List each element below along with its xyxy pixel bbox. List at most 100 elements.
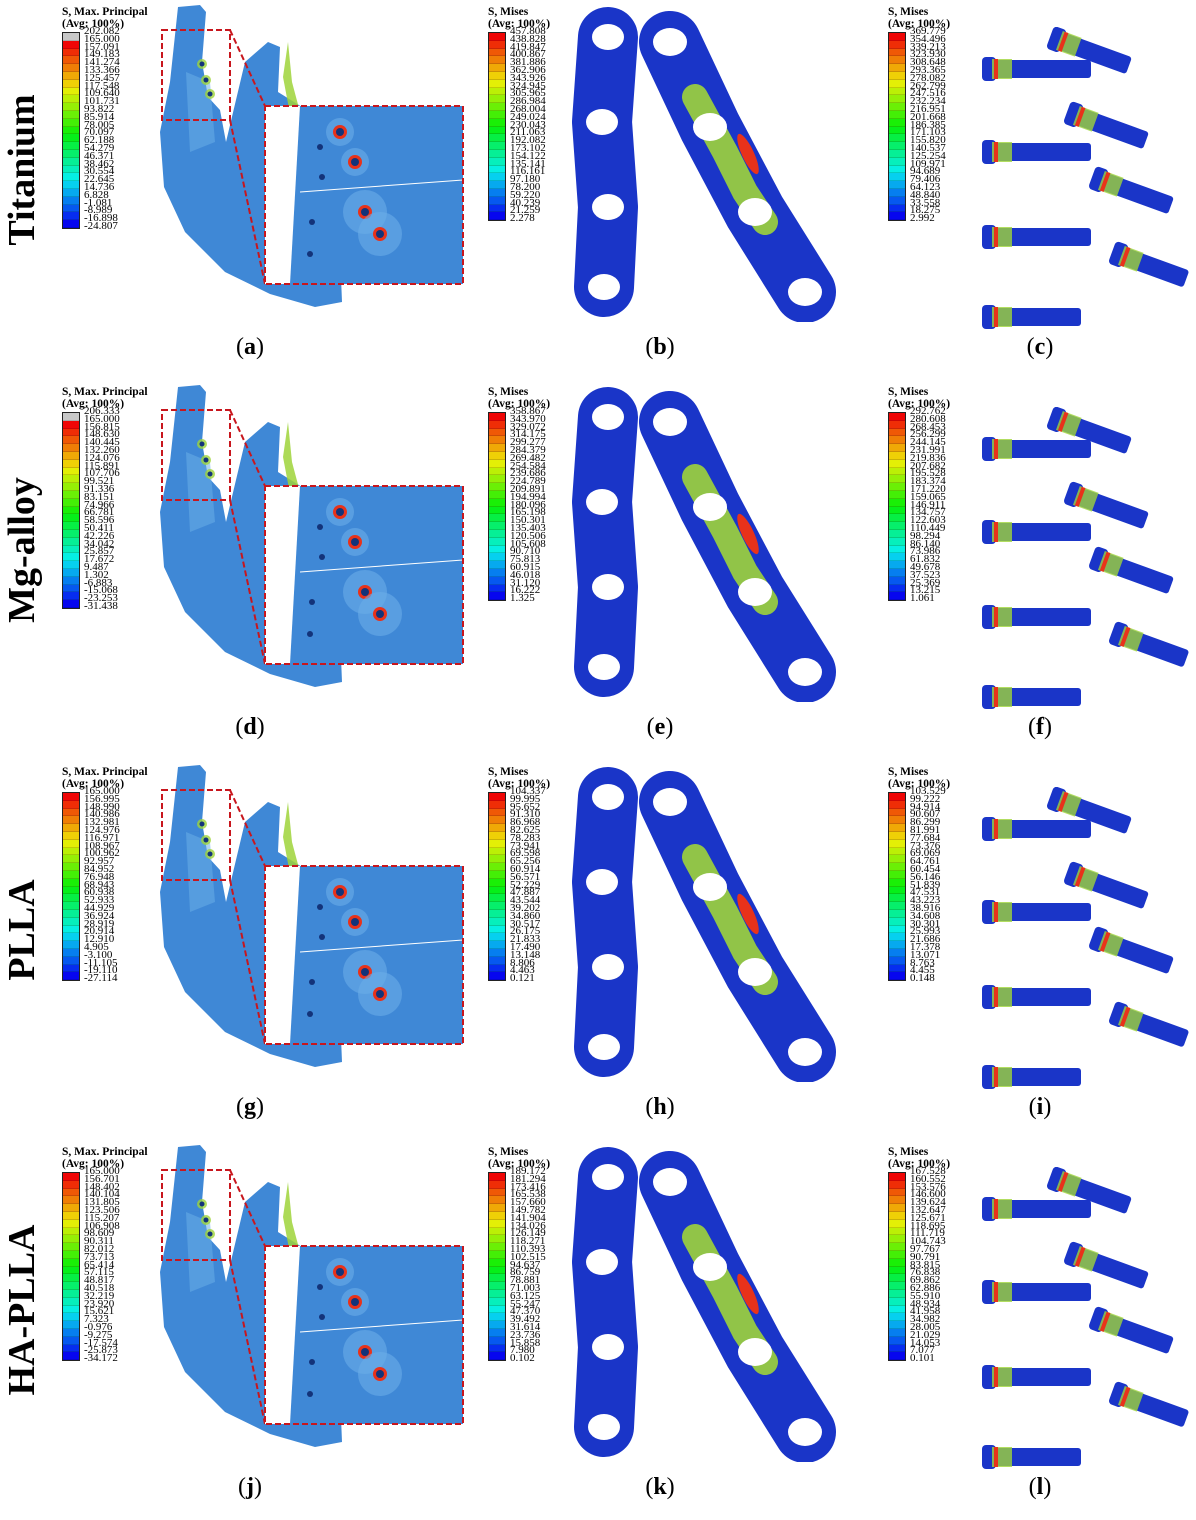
legend-color-step — [889, 878, 905, 887]
legend-color-step — [489, 592, 505, 601]
zoom-leader-line — [229, 789, 266, 867]
small-hole — [309, 599, 315, 605]
figure-row-titanium: Titanium S, Max. Principal (Avg: 100%) 202.… — [0, 0, 1196, 380]
legend-color-step — [63, 561, 79, 569]
legend-value: 65.256 — [510, 855, 541, 868]
screw-neck-peak — [1099, 551, 1111, 572]
legend-value: 31.120 — [510, 576, 541, 589]
legend-color-step — [489, 972, 505, 981]
legend-value: 68.943 — [84, 878, 115, 891]
legend-value: -9.275 — [84, 1328, 113, 1341]
small-hole — [319, 554, 325, 560]
legend-value: 131.805 — [84, 1196, 120, 1209]
legend-subtitle: (Avg: 100%) — [488, 18, 551, 30]
plate-hole — [653, 1168, 687, 1196]
legend-value: 148.990 — [84, 800, 120, 813]
screw — [1064, 101, 1149, 149]
legend-value: 14.736 — [84, 180, 115, 193]
legend-value: 62.188 — [84, 134, 115, 147]
legend-color-step — [889, 459, 905, 468]
screw-neck-peak — [994, 1199, 998, 1219]
screw-hole — [376, 990, 384, 998]
legend-color-step — [489, 870, 505, 879]
legend-value: 64.761 — [910, 855, 941, 868]
small-hole — [307, 631, 313, 637]
legend-color-step — [889, 824, 905, 832]
caption-paren: ) — [1043, 1094, 1052, 1120]
legend-value: 181.294 — [510, 1172, 546, 1185]
zoom-inset-border — [264, 865, 464, 1045]
legend-color-step — [489, 165, 505, 174]
caption-paren: ( — [645, 1094, 654, 1120]
color-legend: S, Mises (Avg: 100%) 104.337 99.995 95.652 91… — [488, 766, 550, 983]
legend-value: 49.678 — [910, 560, 941, 573]
legend-value: 37.523 — [910, 568, 941, 581]
legend-color-step — [63, 1235, 79, 1244]
legend-value: 58.596 — [84, 514, 115, 527]
legend-value: 21.833 — [510, 933, 541, 946]
color-legend: S, Mises (Avg: 100%) 103.529 99.222 94.914 90… — [888, 766, 950, 983]
legend-color-step — [889, 972, 905, 981]
legend-value: 65.414 — [84, 1258, 115, 1271]
legend-color-step — [889, 1266, 905, 1275]
plate-hole — [592, 954, 624, 980]
legend-color-step — [889, 902, 905, 910]
legend-color-step — [63, 529, 79, 538]
legend-color-step — [63, 40, 79, 49]
legend-value: 106.908 — [84, 1219, 120, 1232]
legend-color-step — [63, 498, 79, 507]
legend-color-step — [489, 1250, 505, 1259]
legend-color-step — [489, 1173, 505, 1181]
legend-color-step — [889, 451, 905, 460]
legend-value: 32.219 — [84, 1289, 115, 1302]
legend-color-step — [63, 537, 79, 546]
legend-color-step — [489, 1297, 505, 1306]
legend-color-step — [489, 110, 505, 119]
screw — [982, 817, 1091, 841]
legend-value: 329.072 — [510, 420, 546, 433]
legend-value: 293.365 — [910, 63, 946, 76]
legend-value: 52.933 — [84, 894, 115, 907]
legend-color-step — [489, 103, 505, 111]
legend-value: 124.976 — [84, 823, 120, 836]
legend-value: 110.449 — [910, 521, 946, 534]
legend-color-step — [889, 436, 905, 445]
screw — [1064, 861, 1149, 909]
legend-color-step — [489, 451, 505, 460]
legend-color-step — [63, 64, 79, 72]
legend-color-step — [63, 157, 79, 166]
legend-value: 134.026 — [510, 1219, 546, 1232]
screw-neck-peak — [994, 1367, 998, 1387]
legend-color-step — [889, 1282, 905, 1290]
legend-value: 0.148 — [910, 972, 935, 985]
legend-color-step — [63, 196, 79, 205]
legend-value: 122.603 — [910, 514, 946, 527]
legend-color-step — [889, 1250, 905, 1259]
screw-neck-peak — [994, 522, 998, 542]
screw — [1047, 787, 1132, 834]
screw-neck-peak — [1057, 791, 1069, 812]
plate-hole — [588, 654, 620, 680]
legend-color-step — [63, 956, 79, 965]
legend-color-step — [63, 576, 79, 585]
legend-color-step — [63, 870, 79, 879]
fracture-line — [299, 559, 464, 573]
legend-value: 34.982 — [910, 1313, 941, 1326]
screw — [1089, 1306, 1174, 1354]
legend-color-step — [489, 894, 505, 903]
legend-color-step — [489, 1243, 505, 1251]
caption-paren: ) — [1043, 1474, 1052, 1500]
legend-color-step — [889, 95, 905, 104]
plate-hole — [586, 1249, 618, 1275]
legend-color-step — [489, 71, 505, 80]
screw-hole — [361, 1348, 369, 1356]
legend-value: 22.645 — [84, 173, 115, 186]
legend-value: -24.807 — [84, 219, 118, 232]
legend-value: 15.858 — [510, 1336, 541, 1349]
legend-value: 102.515 — [510, 1250, 546, 1263]
small-hole — [307, 251, 313, 257]
legend-value: 54.279 — [84, 141, 115, 154]
legend-color-step — [889, 1235, 905, 1244]
screw-neck-peak — [994, 1067, 998, 1087]
legend-value: 0.121 — [510, 972, 535, 985]
